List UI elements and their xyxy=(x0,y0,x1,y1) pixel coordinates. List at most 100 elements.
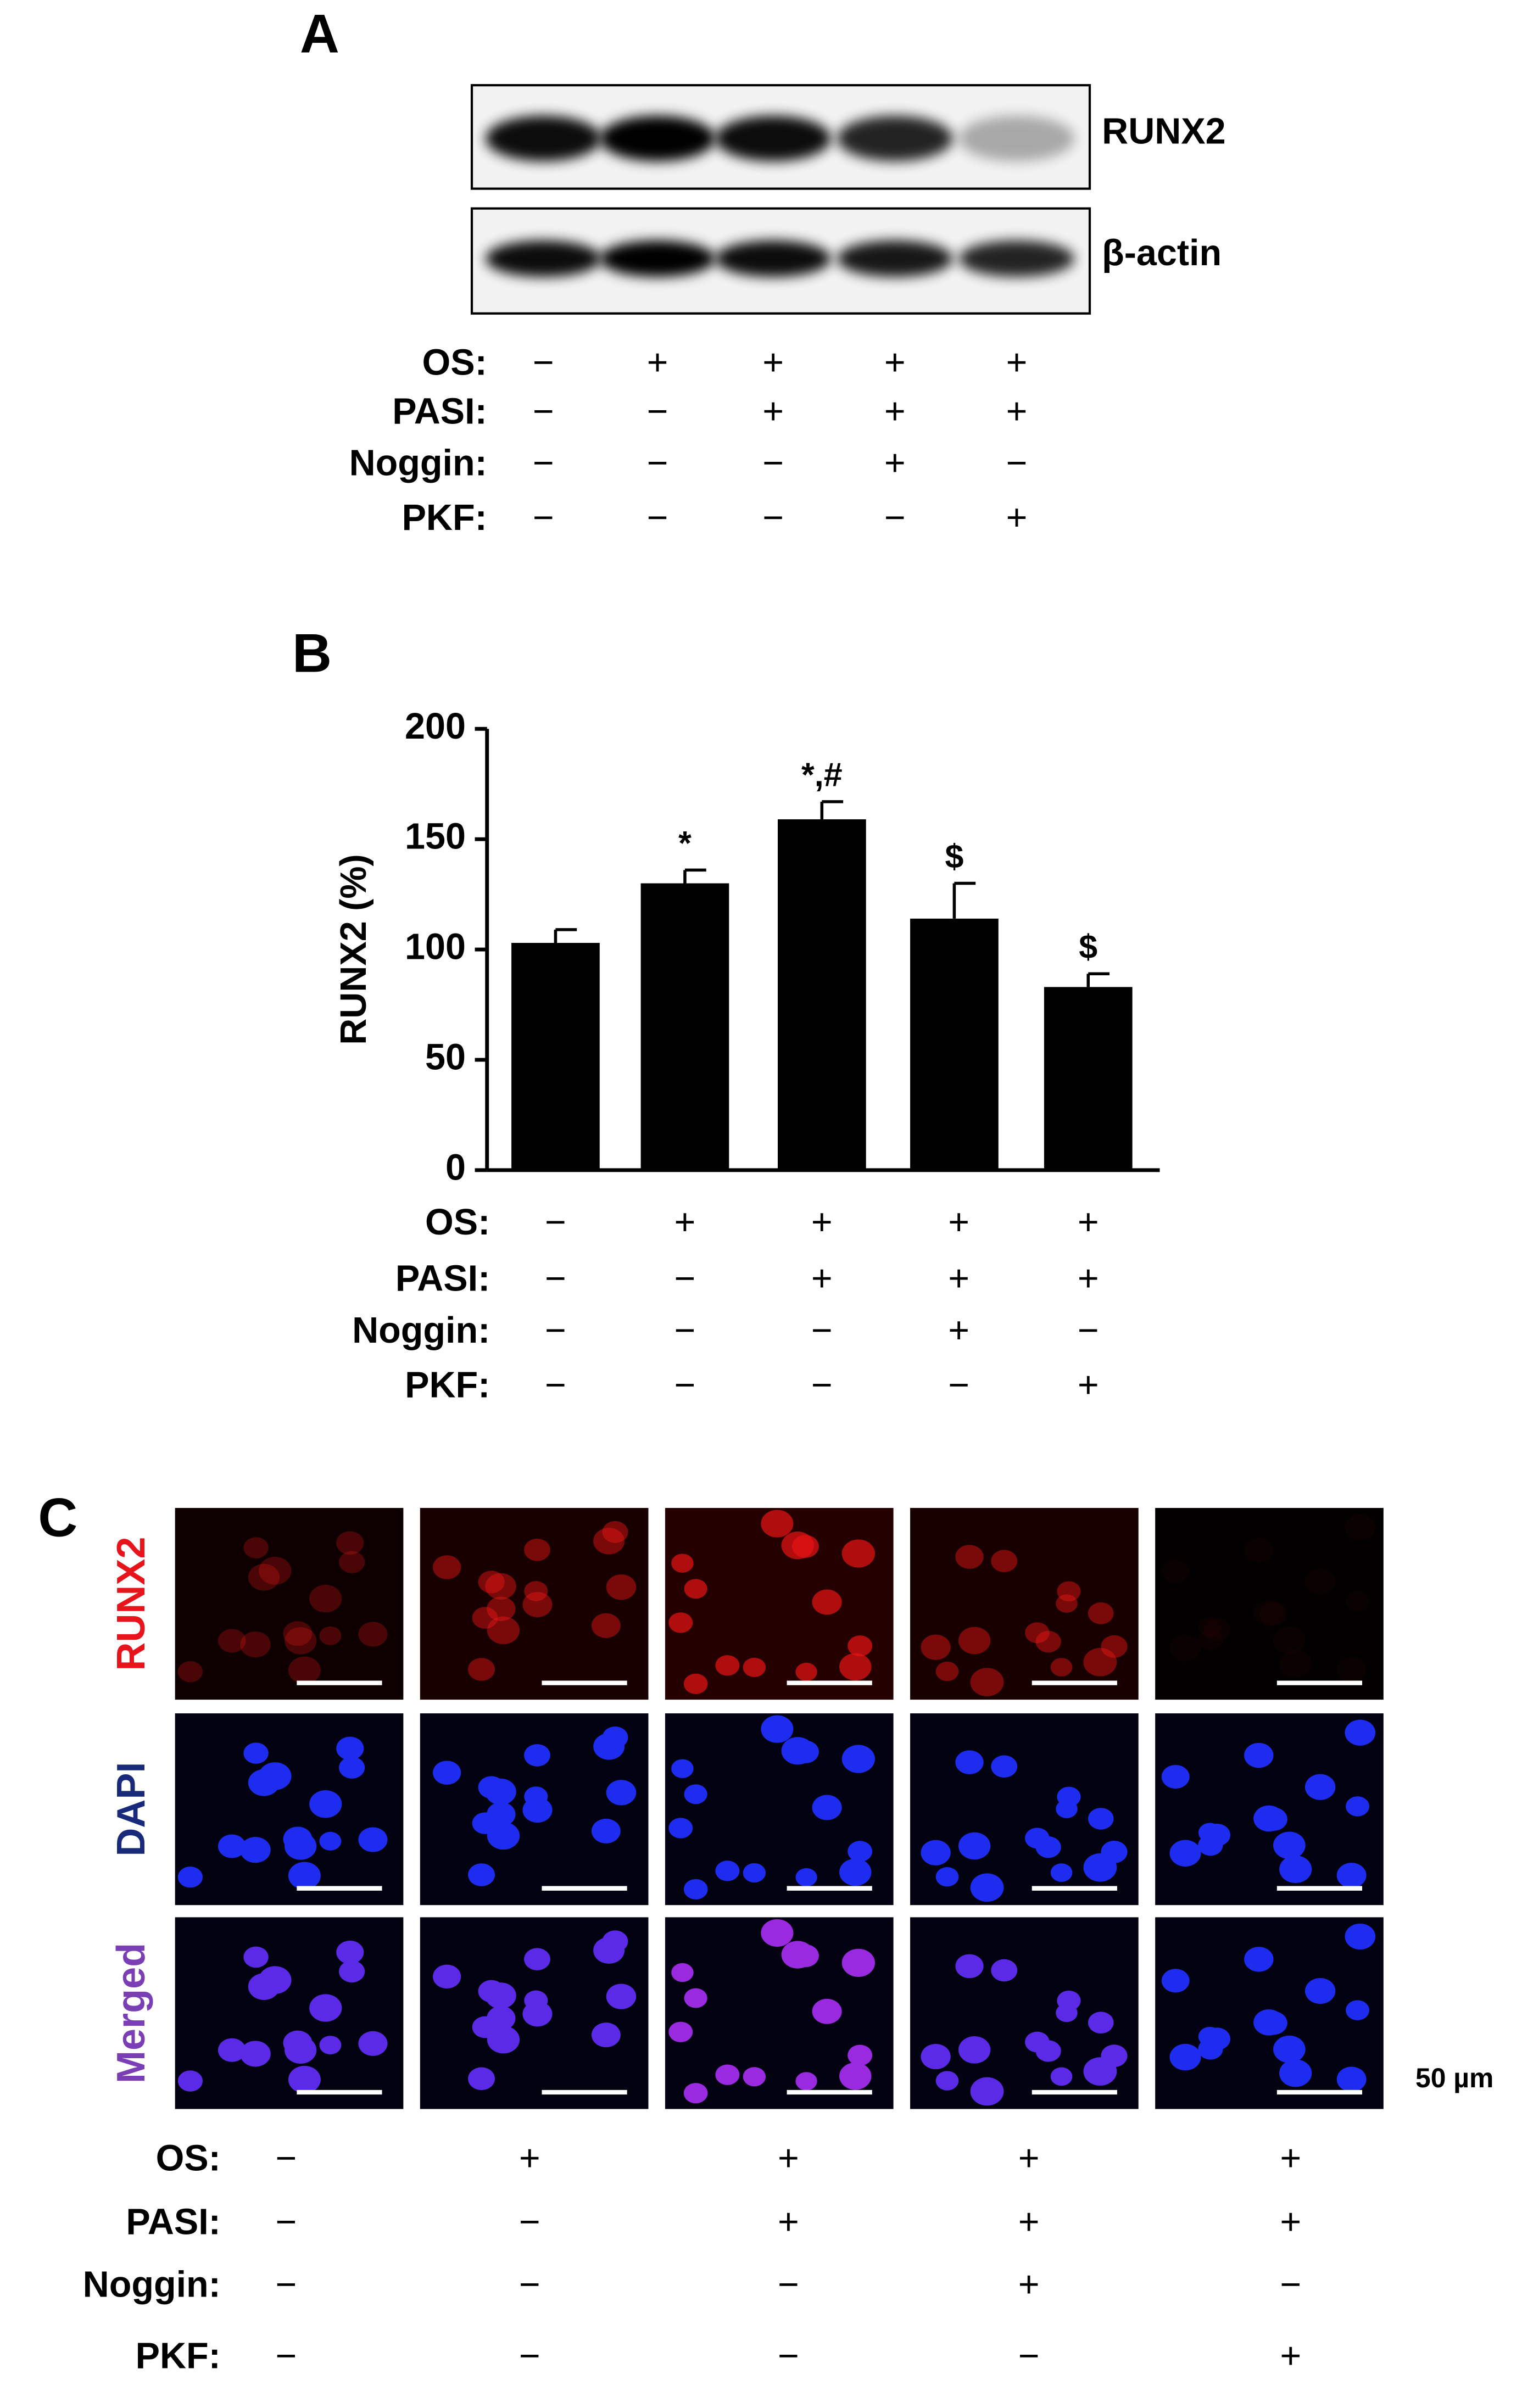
nucleus xyxy=(606,1984,637,2009)
nucleus xyxy=(1161,1764,1190,1789)
nucleus xyxy=(1244,1537,1274,1563)
condition-sign: − xyxy=(276,2264,297,2305)
nucleus xyxy=(591,1818,621,1843)
condition-sign: + xyxy=(1280,2202,1301,2243)
nucleus xyxy=(1345,1719,1376,1746)
nucleus xyxy=(248,1563,280,1591)
nucleus xyxy=(955,1954,984,1979)
nucleus xyxy=(935,2071,959,2091)
condition-label: PASI: xyxy=(392,391,487,432)
significance-label: $ xyxy=(945,837,963,875)
nucleus xyxy=(336,1531,364,1555)
nucleus xyxy=(1088,2012,1114,2033)
nucleus xyxy=(1101,1635,1128,1658)
nucleus xyxy=(1203,2027,1230,2051)
nucleus xyxy=(593,1937,625,1964)
nucleus xyxy=(1336,1863,1367,1888)
nucleus xyxy=(935,1661,959,1681)
condition-sign: − xyxy=(778,2264,799,2305)
condition-sign: − xyxy=(884,498,906,538)
nucleus xyxy=(1346,1591,1370,1611)
condition-sign: − xyxy=(811,1310,833,1351)
nucleus xyxy=(243,1946,269,1968)
bar xyxy=(511,943,600,1170)
nucleus xyxy=(715,1655,740,1676)
blot-label: β-actin xyxy=(1102,233,1222,273)
nucleus xyxy=(339,1551,365,1573)
nucleus xyxy=(1336,2066,1367,2092)
nucleus xyxy=(522,1797,553,1823)
condition-label: PKF: xyxy=(136,2336,221,2376)
nucleus xyxy=(522,2001,553,2027)
nucleus xyxy=(1057,1990,1081,2011)
condition-sign: − xyxy=(545,1259,566,1299)
nucleus xyxy=(781,1737,814,1765)
condition-sign: − xyxy=(519,2264,540,2305)
nucleus xyxy=(684,1988,707,2008)
nucleus xyxy=(472,1812,498,1834)
nucleus xyxy=(1088,1602,1114,1624)
nucleus xyxy=(795,2072,817,2091)
condition-sign: + xyxy=(1006,343,1028,383)
nucleus xyxy=(358,1827,388,1852)
nucleus xyxy=(839,1858,872,1886)
nucleus xyxy=(522,1592,553,1617)
condition-label: PASI: xyxy=(395,1259,490,1299)
nucleus xyxy=(177,1867,203,1888)
nucleus xyxy=(288,1862,321,1890)
scale-label: 50 µm xyxy=(1415,2063,1493,2093)
nucleus xyxy=(258,1966,292,1994)
nucleus xyxy=(671,1963,694,1982)
nucleus xyxy=(671,1554,694,1573)
blot-band xyxy=(715,115,831,161)
nucleus xyxy=(339,1960,365,1983)
nucleus xyxy=(319,1626,342,1645)
nucleus xyxy=(1304,1774,1336,1800)
nucleus xyxy=(433,1964,461,1989)
condition-sign: − xyxy=(545,1202,566,1243)
condition-sign: − xyxy=(647,498,668,538)
condition-sign: − xyxy=(276,2202,297,2243)
nucleus xyxy=(524,1744,550,1767)
nucleus xyxy=(336,1940,364,1964)
nucleus xyxy=(1279,2059,1312,2087)
nucleus xyxy=(433,1761,461,1785)
blot-band xyxy=(485,115,601,161)
nucleus xyxy=(485,1778,516,1805)
nucleus xyxy=(606,1574,637,1600)
condition-sign: − xyxy=(533,443,554,483)
nucleus xyxy=(258,1556,292,1585)
condition-sign: + xyxy=(884,391,906,432)
nucleus xyxy=(1336,1657,1367,1683)
nucleus xyxy=(1198,1617,1222,1637)
nucleus xyxy=(1244,1742,1274,1768)
condition-sign: − xyxy=(762,498,784,538)
bar xyxy=(777,819,866,1170)
condition-label: Noggin: xyxy=(352,1310,490,1351)
nucleus xyxy=(177,2070,203,2092)
nucleus xyxy=(487,1616,520,1645)
nucleus xyxy=(715,2064,740,2085)
condition-sign: + xyxy=(1018,2202,1040,2243)
nucleus xyxy=(358,1622,388,1647)
nucleus xyxy=(935,1867,959,1887)
condition-sign: + xyxy=(1078,1259,1099,1299)
nucleus xyxy=(970,1873,1004,1902)
condition-sign: − xyxy=(276,2138,297,2178)
nucleus xyxy=(1161,1559,1190,1584)
nucleus xyxy=(955,1750,984,1774)
condition-sign: + xyxy=(811,1202,833,1243)
nucleus xyxy=(781,1531,814,1560)
nucleus xyxy=(1169,1840,1201,1867)
nucleus xyxy=(848,1841,873,1862)
condition-sign: − xyxy=(762,443,784,483)
nucleus xyxy=(1273,1626,1306,1654)
nucleus xyxy=(683,2083,708,2104)
blot-band xyxy=(599,240,716,277)
bar xyxy=(640,883,729,1170)
nucleus xyxy=(921,2043,951,2070)
condition-sign: − xyxy=(519,2336,540,2376)
nucleus xyxy=(781,1941,814,1969)
